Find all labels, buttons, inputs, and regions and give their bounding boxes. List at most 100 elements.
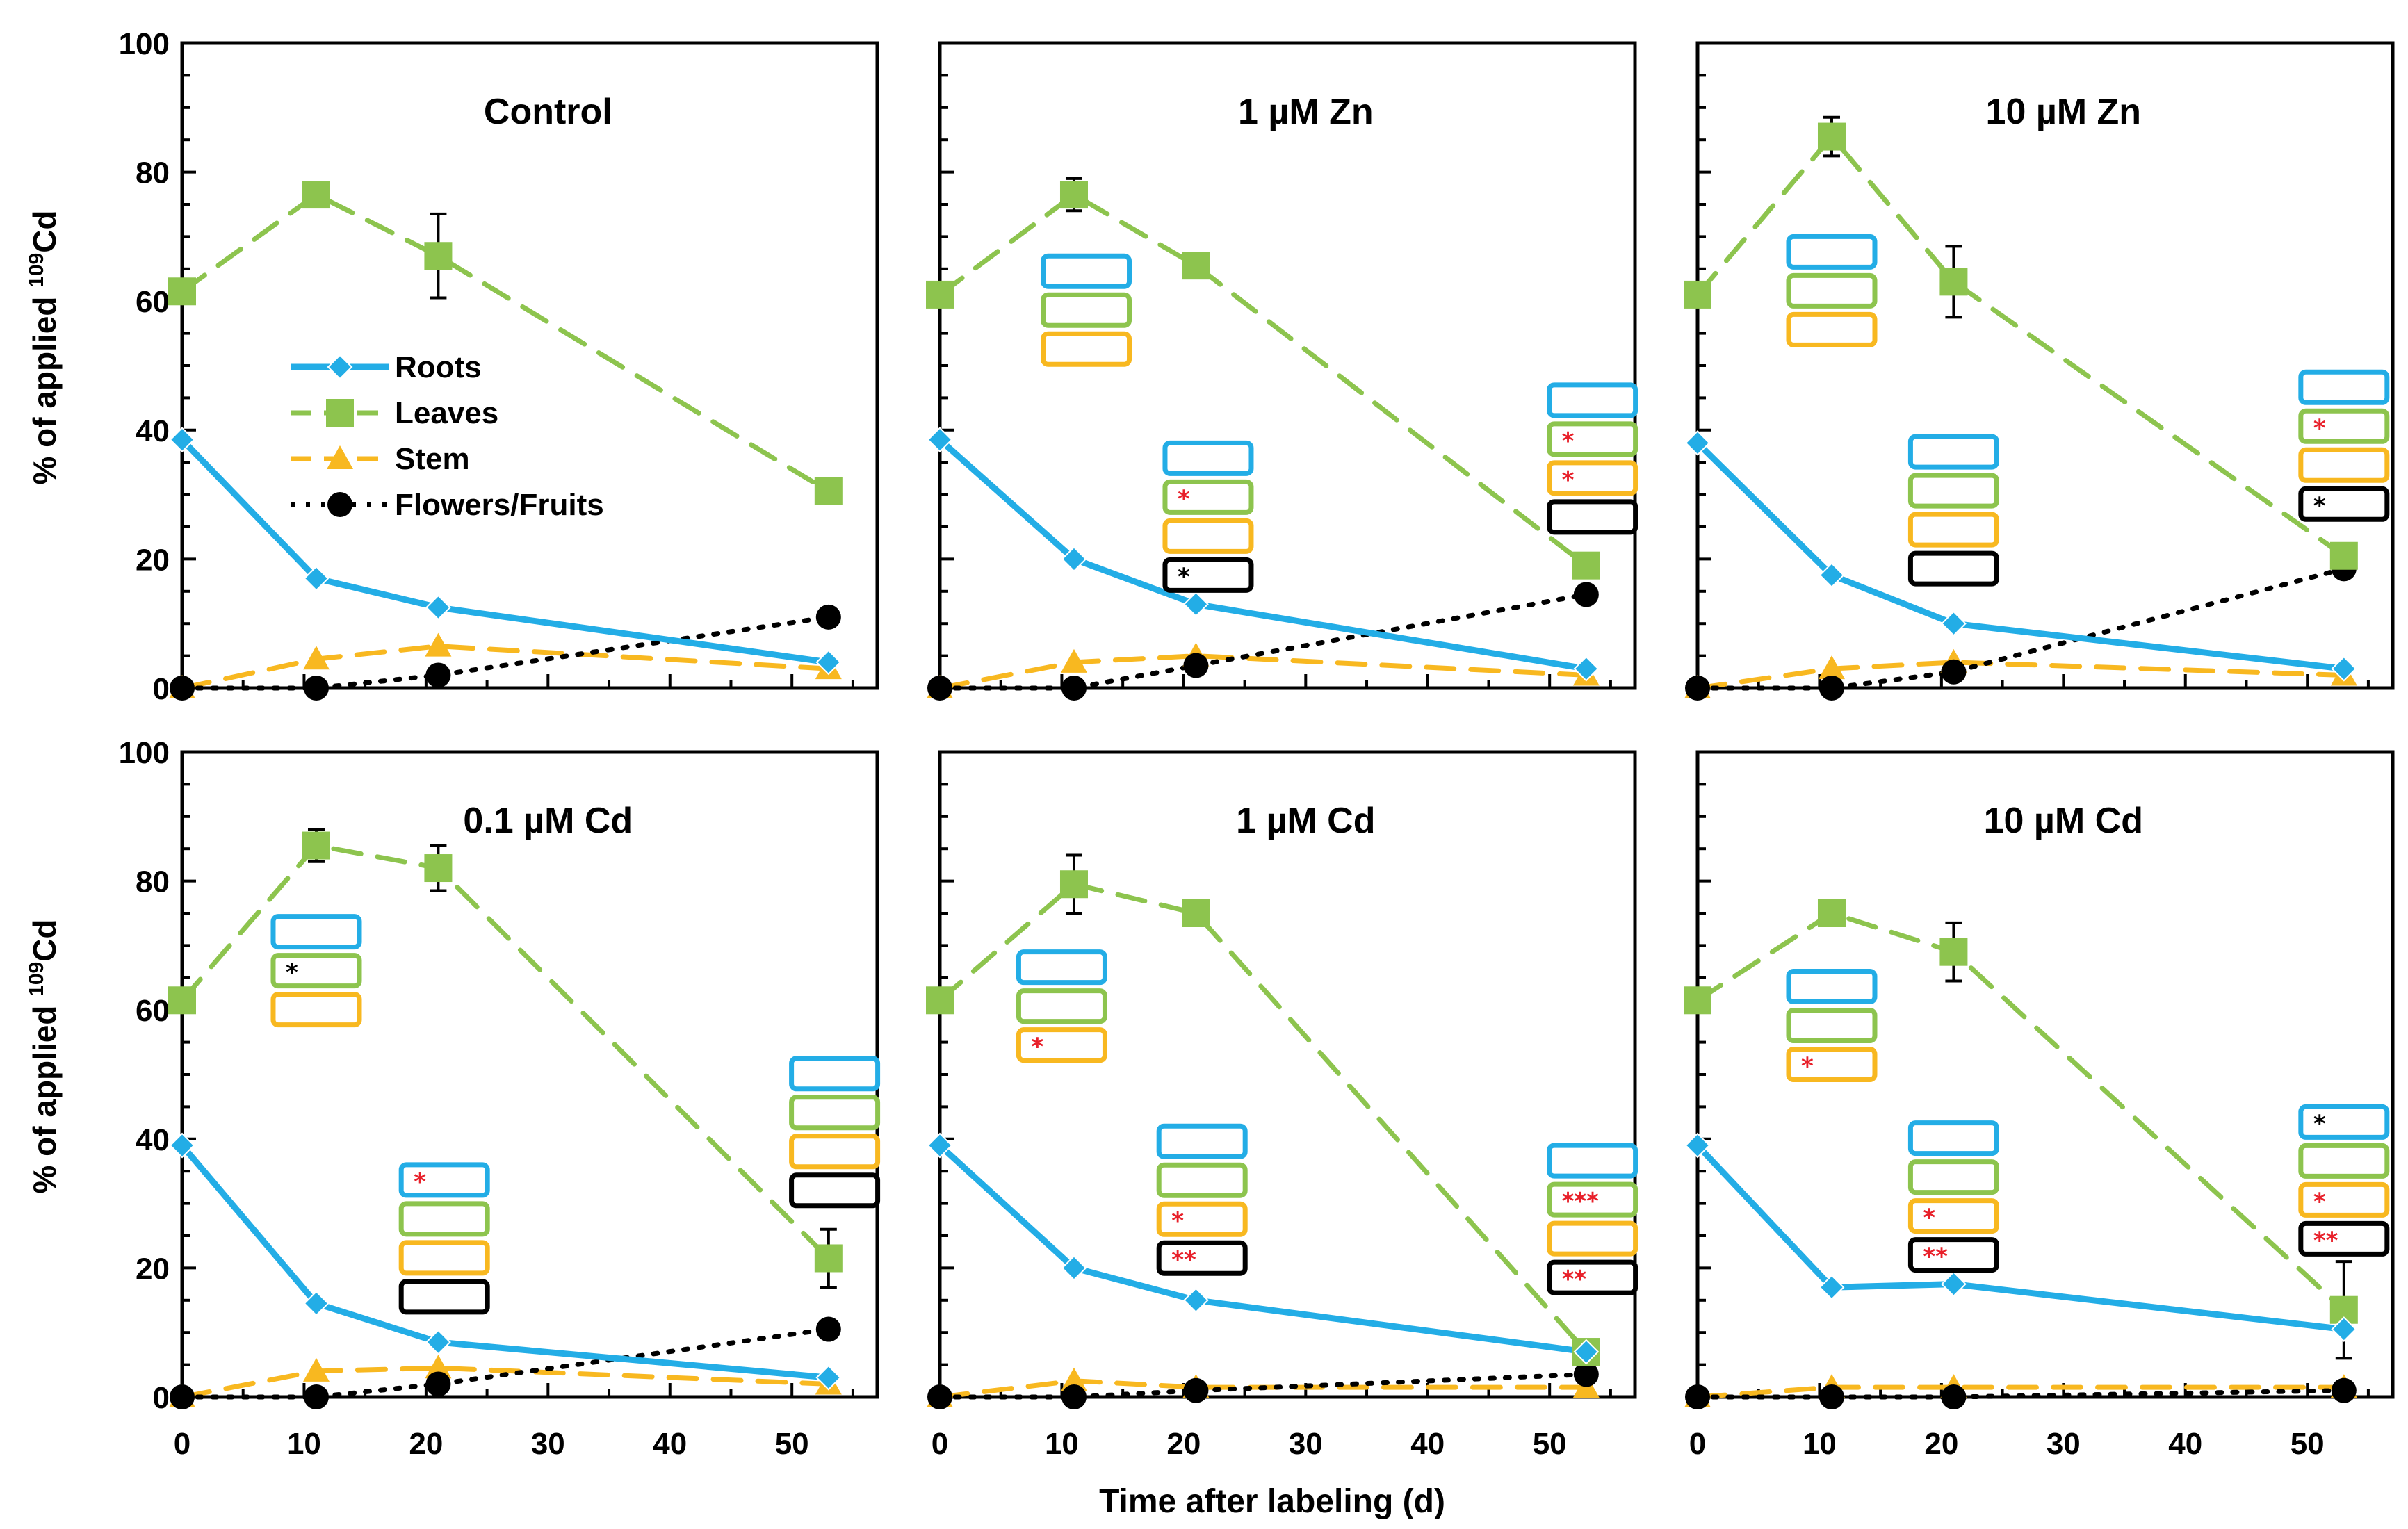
significance-box-roots: [1786, 969, 1878, 1005]
significance-stars: *: [1923, 1204, 1935, 1232]
data-point-flowers: [1685, 676, 1710, 701]
significance-group: [1041, 253, 1132, 367]
data-point-roots: [169, 427, 195, 453]
significance-box-stem: [1907, 1198, 1999, 1234]
significance-stars: *: [1801, 1053, 1814, 1081]
y-tick-label: 80: [136, 865, 170, 899]
significance-stars: **: [1923, 1243, 1948, 1271]
significance-stars: *: [1562, 466, 1575, 494]
data-point-roots: [1573, 1339, 1600, 1365]
y-tick-label: 20: [136, 543, 170, 577]
data-point-flowers: [1061, 676, 1087, 701]
series-line-roots: [179, 1142, 832, 1381]
x-tick-label: 10: [287, 1427, 321, 1461]
panel-3: 0 20 40 60 80 100 0 10 20 30 40 50 0.1 µM Cd * *: [119, 736, 881, 1461]
data-point-roots: [425, 1329, 451, 1355]
data-point-leaves: [1182, 252, 1210, 280]
significance-box-leaves: [1547, 421, 1638, 457]
significance-box-leaves: [1907, 1159, 1999, 1195]
significance-stars: *: [2313, 492, 2326, 520]
data-point-leaves: [1684, 280, 1711, 309]
series-line-leaves: [1695, 910, 2347, 1313]
data-point-roots: [303, 565, 330, 591]
significance-box-flowers: [2298, 1220, 2390, 1257]
data-point-roots: [1819, 562, 1845, 589]
significance-group: ****: [2298, 1104, 2390, 1257]
x-axis-label: Time after labeling (d): [1099, 1483, 1445, 1520]
data-point-roots: [1573, 655, 1600, 682]
data-point-stem: [1818, 655, 1845, 680]
significance-box-leaves: [1016, 988, 1107, 1024]
panels-layer: 020406080100ControlRootsLeavesStemFlower…: [119, 27, 2395, 1461]
data-point-flowers: [303, 1384, 329, 1409]
significance-group: **: [1162, 440, 1254, 593]
significance-box-leaves: [270, 953, 362, 989]
significance-box-flowers: [1547, 1259, 1638, 1295]
panel-title: 1 µM Cd: [1236, 801, 1375, 841]
data-point-leaves: [424, 854, 453, 883]
data-point-stem: [1060, 1367, 1087, 1391]
x-tick-label: 20: [1166, 1427, 1201, 1461]
series-line-leaves: [179, 191, 831, 494]
significance-box-stem: [2298, 1182, 2390, 1218]
y-tick-label: 40: [136, 1123, 170, 1157]
significance-stars: *: [286, 959, 298, 987]
data-point-leaves: [424, 242, 453, 270]
series-line-leaves: [937, 881, 1589, 1355]
significance-box-leaves: [1547, 1182, 1638, 1218]
significance-box-flowers: [1162, 557, 1254, 593]
data-point-flowers: [1183, 653, 1209, 678]
data-point-flowers: [425, 1371, 451, 1397]
data-point-leaves: [1572, 551, 1600, 580]
significance-group: *: [1786, 969, 1878, 1083]
y-tick-label: 0: [153, 1381, 170, 1415]
significance-box-roots: [789, 1056, 881, 1092]
series-line-stem: [179, 1365, 831, 1400]
significance-box-stem: [1786, 311, 1878, 348]
significance-group: *: [398, 1162, 490, 1315]
data-point-leaves: [2329, 541, 2358, 570]
series-line-flowers: [1695, 1388, 2347, 1400]
series-line-roots: [179, 436, 832, 666]
significance-box-stem: [1162, 518, 1254, 554]
series-line-stem: [937, 1378, 1589, 1400]
data-point-flowers: [1941, 659, 1967, 685]
x-tick-label: 30: [531, 1427, 565, 1461]
significance-box-roots: [2298, 369, 2390, 405]
x-tick-label: 20: [1924, 1427, 1958, 1461]
data-point-leaves: [302, 831, 330, 860]
series-line-flowers: [937, 1372, 1589, 1400]
panel-1: 1 µM Zn****: [926, 41, 1638, 701]
data-point-roots: [1183, 1287, 1209, 1314]
series-line-roots: [936, 1142, 1590, 1355]
data-point-roots: [2331, 655, 2357, 682]
data-point-roots: [2331, 1316, 2357, 1342]
data-point-leaves: [1939, 268, 1968, 296]
significance-box-roots: [1041, 253, 1132, 289]
data-point-flowers: [1573, 582, 1599, 607]
data-point-flowers: [1819, 676, 1844, 701]
significance-group: **: [2298, 369, 2390, 522]
data-point-flowers: [927, 1384, 952, 1409]
significance-box-flowers: [1156, 1240, 1248, 1276]
series-line-stem: [937, 653, 1589, 691]
data-point-roots: [1941, 610, 1967, 637]
y-tick-label: 80: [136, 156, 170, 190]
data-point-roots: [815, 1364, 842, 1391]
significance-stars: *: [2313, 1188, 2326, 1216]
significance-stars: *: [2313, 1110, 2326, 1138]
data-point-leaves: [1939, 938, 1968, 966]
data-point-roots: [169, 1132, 195, 1159]
data-point-leaves: [302, 181, 330, 209]
significance-box-leaves: [1786, 1008, 1878, 1044]
y-tick-label: 100: [119, 736, 170, 770]
significance-box-flowers: [1907, 550, 1999, 587]
data-point-flowers: [815, 1316, 841, 1342]
significance-stars: *: [1178, 485, 1190, 513]
data-point-roots: [1061, 546, 1087, 572]
data-point-leaves: [1059, 870, 1088, 899]
series-line-flowers: [937, 591, 1589, 691]
legend-label-leaves: Leaves: [395, 396, 498, 430]
legend-marker-flowers: [327, 492, 352, 517]
